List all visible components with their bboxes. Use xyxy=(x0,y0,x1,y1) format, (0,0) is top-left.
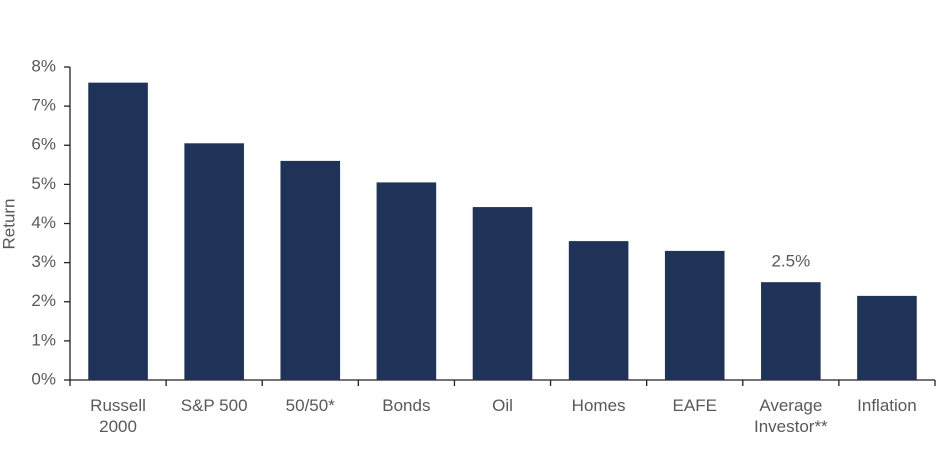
bar xyxy=(472,207,533,380)
y-tick-label: 6% xyxy=(31,135,56,154)
y-axis-label: Return xyxy=(0,198,18,249)
x-tick-label: S&P 500 xyxy=(180,396,248,415)
y-tick-label: 1% xyxy=(31,330,56,349)
bar xyxy=(376,182,437,380)
x-tick-label: Average Investor** xyxy=(753,396,828,436)
y-tick-label: 8% xyxy=(31,56,56,75)
bar xyxy=(761,282,821,380)
x-tick-label: 50/50* xyxy=(285,396,335,415)
x-tick-label: Oil xyxy=(492,396,513,415)
bar xyxy=(88,82,148,381)
x-tick-label: EAFE xyxy=(672,396,717,415)
x-tick-label: Bonds xyxy=(382,396,431,415)
x-tick-label: Homes xyxy=(571,396,626,415)
x-tick-label: Inflation xyxy=(857,396,917,415)
bar xyxy=(184,143,244,380)
y-tick-label: 3% xyxy=(31,252,56,271)
bar xyxy=(664,250,725,380)
y-tick-label: 7% xyxy=(31,96,56,115)
bar xyxy=(280,160,341,380)
y-tick-label: 0% xyxy=(31,369,56,388)
bar xyxy=(857,295,917,380)
bar xyxy=(568,241,629,380)
x-tick-label: Russell 2000 xyxy=(90,396,146,436)
y-tick-label: 5% xyxy=(31,174,56,193)
value-label: 2.5% xyxy=(771,252,810,271)
y-tick-label: 2% xyxy=(31,291,56,310)
y-tick-label: 4% xyxy=(31,213,56,232)
